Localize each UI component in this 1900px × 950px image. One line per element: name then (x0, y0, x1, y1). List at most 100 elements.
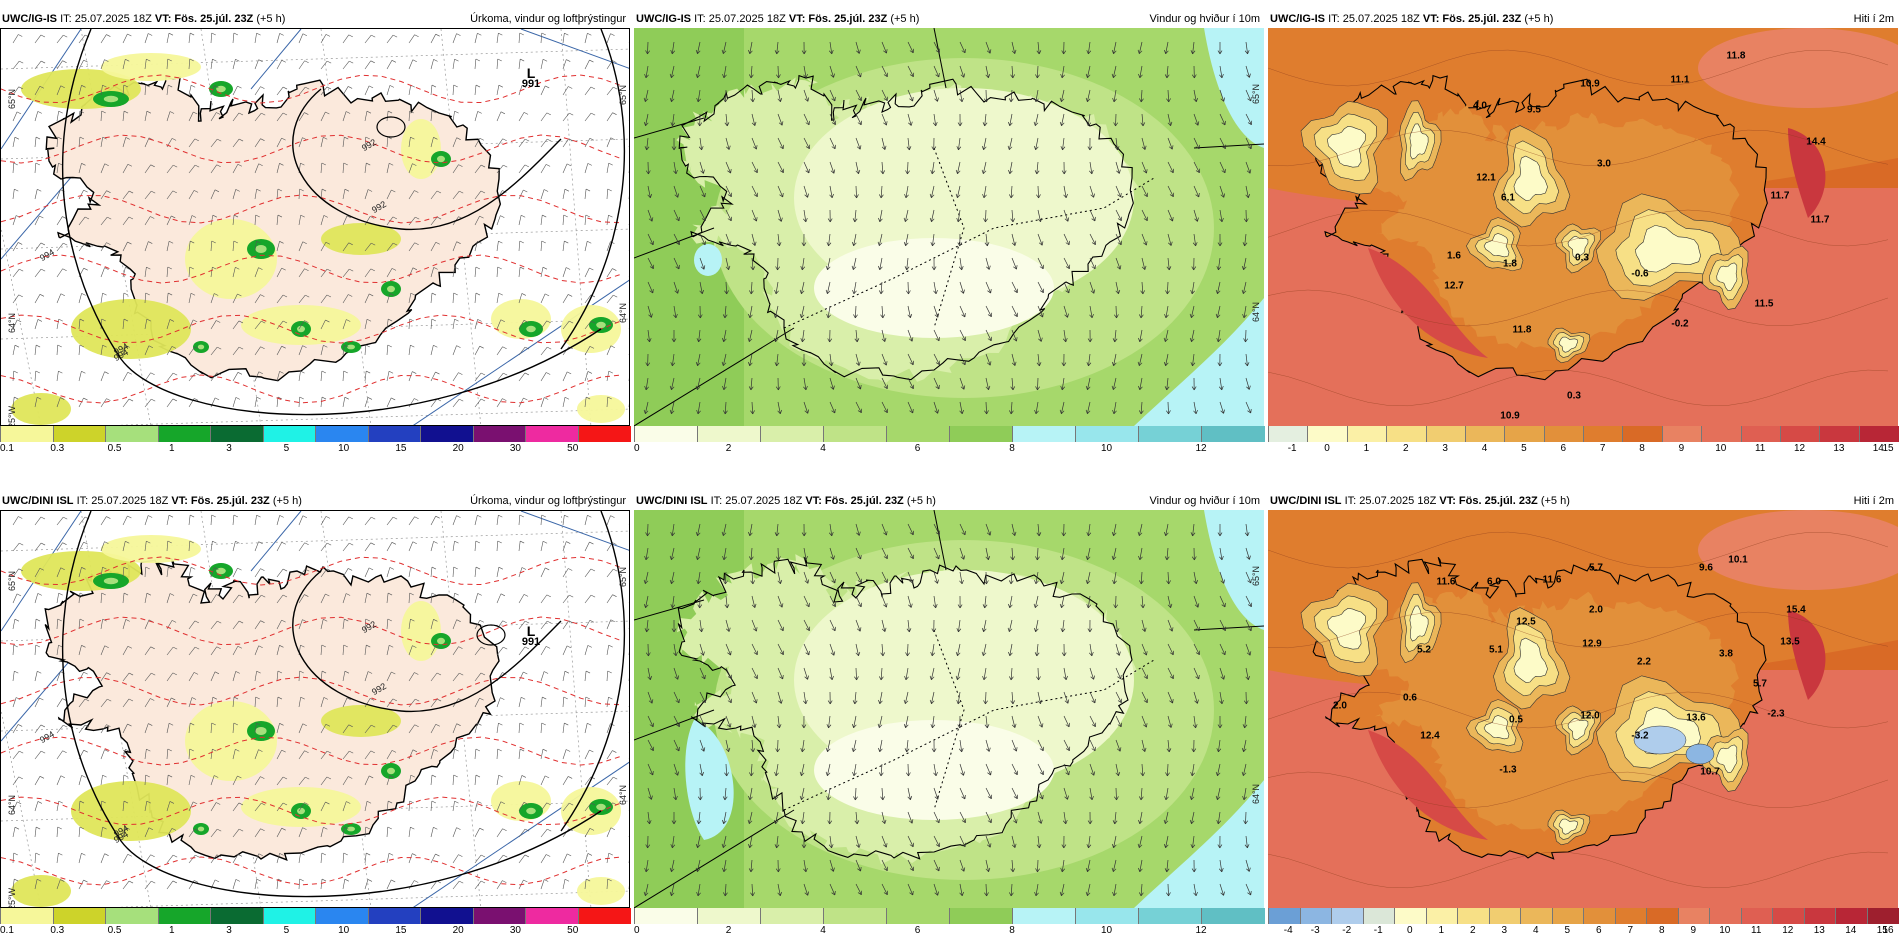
colorbar-swatch (697, 908, 761, 924)
temp-label: 0.5 (1509, 714, 1523, 726)
temp-label: 11.7 (1770, 190, 1790, 202)
colorbar-swatch (1614, 908, 1647, 924)
colorbar-swatch (1394, 908, 1427, 924)
colorbar-tick: 0 (1406, 925, 1413, 936)
map-area: 11.8 11.1 10.9 9.5 4.0 14.4 3.0 12.1 6.1 11.7 11.7… (1268, 28, 1898, 426)
init-time-label: IT: (694, 13, 709, 25)
colorbar-tick: 3 (226, 443, 232, 454)
map-canvas (1268, 510, 1898, 908)
model-name: UWC/IG-IS (2, 13, 57, 25)
graticule-label: 64°N (618, 784, 628, 806)
colorbar-tick: 5 (1564, 925, 1571, 936)
temp-label: 12.0 (1580, 710, 1600, 722)
colorbar-tick: 10 (1719, 925, 1731, 936)
colorbar-tick: -3 (1310, 925, 1320, 936)
temp-label: 9.6 (1699, 562, 1713, 574)
colorbar-tick: 8 (1639, 443, 1645, 454)
colorbar-tick: 7 (1627, 925, 1634, 936)
temp-label: 10.9 (1500, 410, 1520, 422)
lead-time: (+5 h) (887, 13, 920, 25)
temp-label: -0.6 (1631, 268, 1649, 280)
colorbar-swatch (1583, 426, 1624, 442)
colorbar-tick: 9 (1690, 925, 1697, 936)
lead-time: (+5 h) (903, 495, 936, 507)
colorbar-swatch (760, 426, 824, 442)
colorbar-swatch (1012, 908, 1076, 924)
colorbar-tick: 6 (1595, 925, 1602, 936)
valid-time: Fös. 25.júl. 23Z (190, 495, 270, 507)
colorbar-swatch (577, 908, 631, 924)
colorbar-tick: 1 (169, 925, 175, 936)
colorbar-tick: 0.1 (0, 925, 14, 936)
colorbar-tick: 1 (1438, 925, 1445, 936)
graticule-label: 25°W (7, 405, 17, 426)
colorbar-tick: 0.5 (107, 443, 122, 454)
temp-label: 2.2 (1637, 656, 1651, 668)
colorbar-swatch (105, 426, 159, 442)
map-canvas (1268, 28, 1898, 426)
temp-label: 0.6 (1403, 692, 1417, 704)
graticule-label: 64°N (1251, 783, 1261, 805)
temp-label: 6.0 (1487, 576, 1501, 588)
temp-label: 11.6 (1542, 574, 1562, 586)
colorbar-swatch (1779, 426, 1821, 442)
colorbar-swatch (1819, 426, 1860, 442)
colorbar-tick: 5 (283, 925, 290, 936)
colorbar-tick: 15 (395, 443, 407, 454)
graticule-label: 65°N (7, 88, 17, 110)
temp-label: 9.5 (1527, 104, 1541, 116)
panel-header: UWC/DINI ISL IT: 25.07.2025 18Z VT: Fös.… (634, 492, 1264, 510)
lead-time: (+5 h) (1521, 13, 1554, 25)
temp-label: 10.1 (1728, 554, 1748, 566)
colorbar-tick: 15 (1876, 925, 1888, 936)
panel-title: Hiti í 2m (1853, 495, 1894, 507)
colorbar-tick: 12 (1794, 443, 1806, 454)
colorbar-swatch (1858, 426, 1899, 442)
colorbar-swatch (1075, 908, 1139, 924)
colorbar-swatch (1362, 908, 1395, 924)
valid-time-label: VT: (171, 495, 191, 507)
colorbar-swatch (823, 426, 887, 442)
colorbar-tick: 11 (1754, 443, 1766, 454)
colorbar-swatch (420, 908, 474, 924)
colorbar-swatch (525, 426, 579, 442)
temp-label: 5.1 (1489, 644, 1503, 656)
valid-time: Fös. 25.júl. 23Z (824, 495, 904, 507)
colorbar-swatch (1520, 908, 1553, 924)
map-canvas (1, 29, 629, 425)
colorbar-swatch (315, 426, 369, 442)
valid-time: Fös. 25.júl. 23Z (1442, 13, 1522, 25)
colorbar-tick: 10 (1100, 443, 1113, 454)
panel-run-info: UWC/DINI ISL IT: 25.07.2025 18Z VT: Fös.… (2, 492, 302, 510)
colorbar-tick: 12 (1195, 925, 1207, 936)
colorbar-tick: 15 (1882, 443, 1894, 454)
colorbar-swatch (420, 426, 474, 442)
colorbar-tick: 3 (226, 925, 232, 936)
colorbar-swatch (1677, 908, 1710, 924)
colorbar-tick: 0.3 (50, 443, 65, 454)
init-time-label: IT: (1328, 13, 1343, 25)
temp-label: 12.1 (1476, 172, 1496, 184)
colorbar-swatch (1803, 908, 1836, 924)
map-canvas (634, 510, 1264, 908)
low-letter: L (526, 65, 536, 81)
colorbar-swatch (1299, 908, 1332, 924)
colorbar-tick: 14 (1872, 443, 1884, 454)
valid-time-label: VT: (805, 495, 825, 507)
colorbar-swatch (525, 908, 579, 924)
colorbar-swatch (105, 908, 159, 924)
valid-time-label: VT: (154, 13, 175, 25)
graticule-label: 64°N (7, 794, 17, 816)
colorbar-tick: 3 (1442, 443, 1448, 454)
colorbar-tick: 4 (1481, 443, 1488, 454)
init-time-label: IT: (1344, 495, 1360, 507)
colorbar-tick: 0.3 (50, 925, 65, 936)
colorbar-tick: 20 (452, 925, 464, 936)
init-time: 25.07.2025 18Z (1342, 13, 1423, 25)
colorbar-tick: -4 (1283, 925, 1293, 936)
colorbar-tick: 6 (1560, 443, 1567, 454)
valid-time: Fös. 25.júl. 23Z (174, 13, 254, 25)
temp-label: 0.3 (1575, 252, 1589, 264)
colorbar-swatch (157, 908, 211, 924)
panel-title: Úrkoma, vindur og loftþrýstingur (470, 495, 626, 507)
